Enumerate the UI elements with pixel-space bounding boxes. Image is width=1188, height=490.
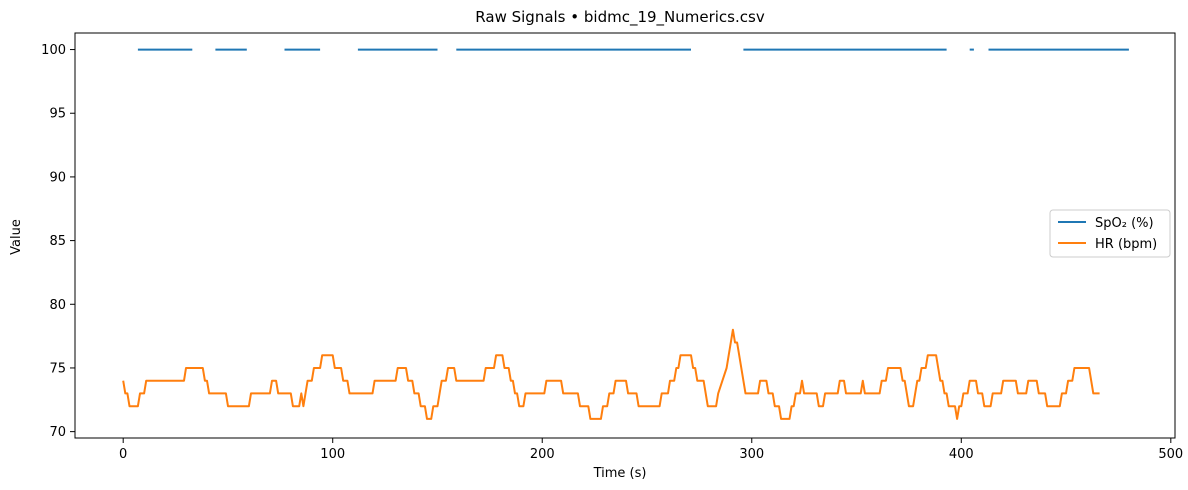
y-tick-label: 70 xyxy=(49,425,66,440)
x-tick-label: 100 xyxy=(320,447,345,462)
x-tick-label: 0 xyxy=(119,447,127,462)
chart-title: Raw Signals • bidmc_19_Numerics.csv xyxy=(475,8,765,27)
x-axis-ticks: 0 100 200 300 400 500 xyxy=(119,438,1183,462)
legend-label-spo2: SpO₂ (%) xyxy=(1095,216,1154,231)
y-tick-label: 95 xyxy=(49,107,66,122)
x-tick-label: 400 xyxy=(949,447,974,462)
y-tick-label: 100 xyxy=(41,43,66,58)
axes-frame xyxy=(74,32,1176,439)
y-tick-label: 75 xyxy=(49,361,66,376)
x-tick-label: 200 xyxy=(530,447,555,462)
hr-line xyxy=(122,328,1100,420)
y-axis-label: Value xyxy=(9,219,24,255)
y-axis-ticks: 70 75 80 85 90 95 100 xyxy=(41,43,75,440)
y-tick-label: 85 xyxy=(49,234,66,249)
x-tick-label: 500 xyxy=(1158,447,1183,462)
plot-area-border xyxy=(74,32,1176,439)
data-layer xyxy=(122,48,1129,420)
series-hr xyxy=(122,328,1100,420)
legend-label-hr: HR (bpm) xyxy=(1095,237,1157,252)
x-tick-label: 300 xyxy=(739,447,764,462)
y-tick-label: 80 xyxy=(49,298,66,313)
y-tick-label: 90 xyxy=(49,170,66,185)
legend: SpO₂ (%) HR (bpm) xyxy=(1049,209,1171,258)
x-axis-label: Time (s) xyxy=(593,466,647,481)
